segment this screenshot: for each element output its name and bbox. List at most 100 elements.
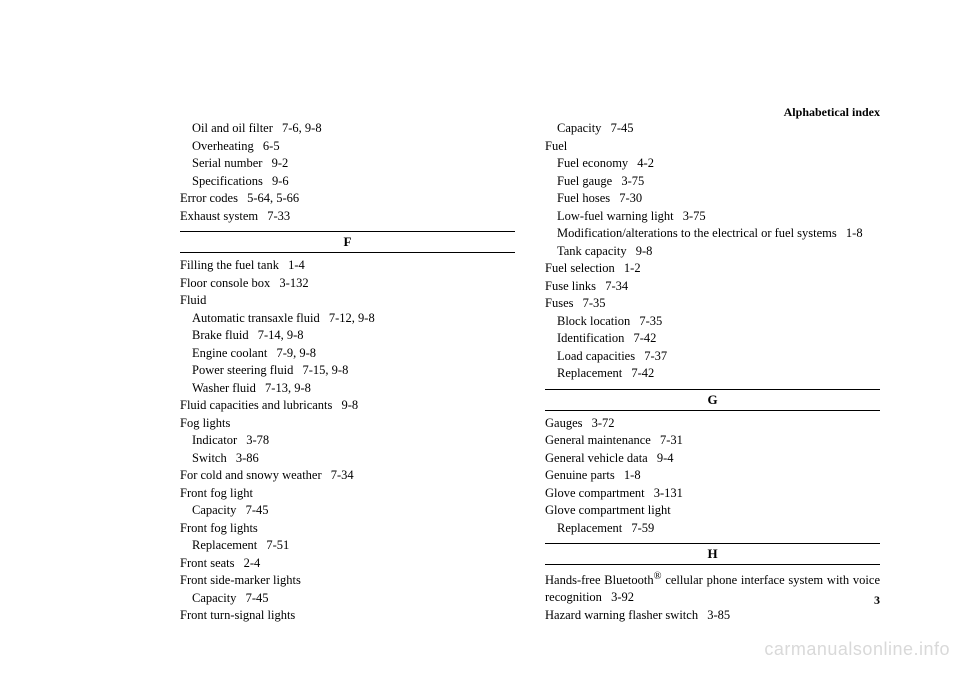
page-content: Oil and oil filter 7-6, 9-8Overheating 6… xyxy=(0,0,960,665)
index-entry: Engine coolant 7-9, 9-8 xyxy=(180,345,515,363)
index-entry-label: Filling the fuel tank xyxy=(180,258,279,272)
index-entry: Replacement 7-42 xyxy=(545,365,880,383)
index-entry-ref: 3-72 xyxy=(583,416,615,430)
index-entry-ref: 7-31 xyxy=(651,433,683,447)
index-entry-ref: 7-6, 9-8 xyxy=(273,121,322,135)
index-entry: Modification/alterations to the electric… xyxy=(545,225,880,243)
index-entry-label: For cold and snowy weather xyxy=(180,468,322,482)
index-entry: Oil and oil filter 7-6, 9-8 xyxy=(180,120,515,138)
index-entry: Fuses 7-35 xyxy=(545,295,880,313)
index-entry: Identification 7-42 xyxy=(545,330,880,348)
index-entry: Fuel selection 1-2 xyxy=(545,260,880,278)
index-entry-label: Serial number xyxy=(192,156,262,170)
index-entry-label: Switch xyxy=(192,451,227,465)
index-entry-label: Fuel selection xyxy=(545,261,615,275)
index-entry-label: Tank capacity xyxy=(557,244,627,258)
index-entry-ref: 4-2 xyxy=(628,156,654,170)
index-entry: Capacity 7-45 xyxy=(180,590,515,608)
index-entry-ref: 3-78 xyxy=(237,433,269,447)
index-entry: Power steering fluid 7-15, 9-8 xyxy=(180,362,515,380)
index-entry: Genuine parts 1-8 xyxy=(545,467,880,485)
section-letter: F xyxy=(180,231,515,253)
index-entry: Gauges 3-72 xyxy=(545,415,880,433)
index-entry-label: Low-fuel warning light xyxy=(557,209,674,223)
index-entry-ref: 5-64, 5-66 xyxy=(238,191,299,205)
index-entry: Specifications 9-6 xyxy=(180,173,515,191)
index-entry: Front seats 2-4 xyxy=(180,555,515,573)
index-entry-label: Gauges xyxy=(545,416,583,430)
index-entry-label: Fuel hoses xyxy=(557,191,610,205)
index-entry: Fog lights xyxy=(180,415,515,433)
index-entry-label: Capacity xyxy=(192,591,236,605)
index-entry-label: Oil and oil filter xyxy=(192,121,273,135)
index-entry-label: Exhaust system xyxy=(180,209,258,223)
index-entry-label: Front seats xyxy=(180,556,235,570)
index-entry-ref: 7-45 xyxy=(601,121,633,135)
index-entry-ref: 1-8 xyxy=(615,468,641,482)
index-entry-label: General maintenance xyxy=(545,433,651,447)
index-entry-ref: 9-8 xyxy=(332,398,358,412)
index-entry-label: Floor console box xyxy=(180,276,270,290)
index-entry: Fuel gauge 3-75 xyxy=(545,173,880,191)
index-entry: Glove compartment light xyxy=(545,502,880,520)
index-entry: Serial number 9-2 xyxy=(180,155,515,173)
index-entry-label: General vehicle data xyxy=(545,451,648,465)
index-entry-label: Modification/alterations to the electric… xyxy=(557,226,837,240)
index-entry-ref: 7-34 xyxy=(322,468,354,482)
index-entry: Block location 7-35 xyxy=(545,313,880,331)
index-entry: Low-fuel warning light 3-75 xyxy=(545,208,880,226)
page-header: Alphabetical index xyxy=(784,105,880,120)
index-entry: For cold and snowy weather 7-34 xyxy=(180,467,515,485)
index-entry: Automatic transaxle fluid 7-12, 9-8 xyxy=(180,310,515,328)
index-entry: Hands-free Bluetooth® cellular phone int… xyxy=(545,569,880,606)
index-entry-label: Power steering fluid xyxy=(192,363,293,377)
index-entry-ref: 3-85 xyxy=(698,608,730,622)
index-entry-ref: 3-131 xyxy=(645,486,683,500)
index-entry: Fuel xyxy=(545,138,880,156)
index-entry-label: Glove compartment xyxy=(545,486,645,500)
index-entry-ref: 3-86 xyxy=(227,451,259,465)
index-entry-ref: 9-6 xyxy=(263,174,289,188)
index-entry-label: Capacity xyxy=(192,503,236,517)
index-entry: Indicator 3-78 xyxy=(180,432,515,450)
index-entry: Floor console box 3-132 xyxy=(180,275,515,293)
index-entry-ref: 7-34 xyxy=(596,279,628,293)
index-entry-label: Fuel xyxy=(545,139,567,153)
index-entry-ref: 7-51 xyxy=(257,538,289,552)
index-entry-label: Replacement xyxy=(557,521,622,535)
index-entry-ref: 7-15, 9-8 xyxy=(293,363,348,377)
index-entry: Front side-marker lights xyxy=(180,572,515,590)
index-entry-ref: 7-30 xyxy=(610,191,642,205)
index-entry-label: Identification xyxy=(557,331,624,345)
index-entry: Fuel economy 4-2 xyxy=(545,155,880,173)
index-entry-label: Engine coolant xyxy=(192,346,267,360)
index-entry: Capacity 7-45 xyxy=(180,502,515,520)
index-entry: Front turn-signal lights xyxy=(180,607,515,625)
index-entry-ref: 1-4 xyxy=(279,258,305,272)
index-entry-label: Front fog lights xyxy=(180,521,258,535)
index-entry-label: Front turn-signal lights xyxy=(180,608,295,622)
section-letter: G xyxy=(545,389,880,411)
index-entry: Fluid xyxy=(180,292,515,310)
index-entry-ref: 1-2 xyxy=(615,261,641,275)
index-entry: Replacement 7-51 xyxy=(180,537,515,555)
index-entry: Washer fluid 7-13, 9-8 xyxy=(180,380,515,398)
index-entry-label: Error codes xyxy=(180,191,238,205)
index-entry-ref: 7-59 xyxy=(622,521,654,535)
index-entry-ref: 3-75 xyxy=(674,209,706,223)
index-entry: Exhaust system 7-33 xyxy=(180,208,515,226)
index-entry-label: Specifications xyxy=(192,174,263,188)
page-number: 3 xyxy=(874,593,880,608)
index-entry-ref: 7-35 xyxy=(573,296,605,310)
index-entry-ref: 7-42 xyxy=(624,331,656,345)
right-column: Capacity 7-45FuelFuel economy 4-2Fuel ga… xyxy=(545,120,880,625)
index-entry: Filling the fuel tank 1-4 xyxy=(180,257,515,275)
index-entry-ref: 7-33 xyxy=(258,209,290,223)
index-entry-ref: 7-42 xyxy=(622,366,654,380)
index-entry-ref: 9-4 xyxy=(648,451,674,465)
index-entry-label: Front side-marker lights xyxy=(180,573,301,587)
index-entry-label: Replacement xyxy=(557,366,622,380)
index-entry-ref: 1-8 xyxy=(837,226,863,240)
index-entry: Error codes 5-64, 5-66 xyxy=(180,190,515,208)
index-entry-label: Fog lights xyxy=(180,416,230,430)
